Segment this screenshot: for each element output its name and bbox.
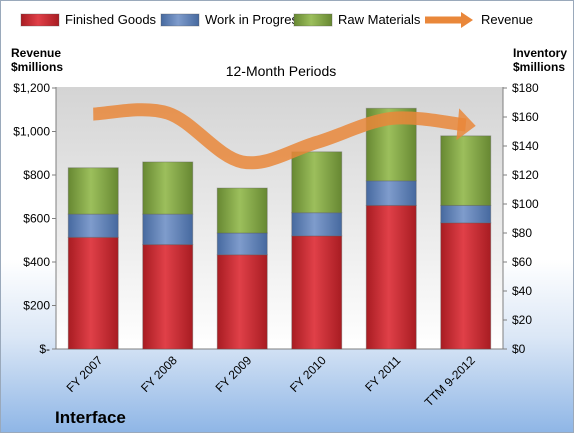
revenue-line [92, 103, 467, 170]
bar-segment [142, 213, 194, 246]
left-tick-label: $1,200 [13, 81, 50, 95]
bar-segment [291, 212, 343, 237]
plot-area [56, 87, 503, 349]
right-tick-label: $100 [512, 197, 539, 211]
bar-segment [365, 180, 417, 206]
legend-swatch [293, 13, 333, 27]
right-tick-label: $20 [512, 313, 532, 327]
bar-segment [291, 235, 343, 350]
bar-segment [216, 232, 268, 256]
x-tick-label: FY 2007 [64, 353, 106, 395]
company-name: Interface [55, 408, 126, 427]
left-axis-ticks: $- $200 $400 $600 $800 $1,000 $1,200 [13, 81, 56, 356]
chart-title: 12-Month Periods [226, 63, 337, 79]
revenue-arrowhead [456, 108, 476, 141]
bar-segment [67, 236, 119, 350]
bar-segment [67, 213, 119, 238]
left-axis-title-line1: Revenue [11, 46, 61, 60]
left-tick-label: $400 [23, 255, 50, 269]
right-tick-label: $80 [512, 226, 532, 240]
bar-segment [142, 161, 194, 215]
bars-group [67, 107, 492, 350]
left-tick-label: $200 [23, 299, 50, 313]
bar-segment [440, 204, 492, 224]
right-tick-label: $60 [512, 255, 532, 269]
right-tick-label: $40 [512, 284, 532, 298]
bar-segment [67, 167, 119, 215]
right-tick-label: $0 [512, 342, 526, 356]
bar-segment [440, 135, 492, 206]
x-tick-label: FY 2008 [138, 353, 180, 395]
x-axis-labels: FY 2007 FY 2008 FY 2009 FY 2010 FY 2011 TTM 9… [64, 353, 479, 409]
bar-segment [142, 244, 194, 350]
legend-swatch [20, 13, 60, 27]
bar-segment [216, 254, 268, 350]
bar-segment [365, 204, 417, 350]
right-tick-label: $180 [512, 81, 539, 95]
x-tick-label: FY 2011 [362, 353, 403, 394]
right-tick-label: $160 [512, 110, 539, 124]
legend-label: Raw Materials [338, 12, 421, 27]
x-tick-label: FY 2010 [287, 353, 329, 395]
bar-segment [291, 151, 343, 214]
left-tick-label: $600 [23, 212, 50, 226]
x-tick-label: TTM 9-2012 [422, 353, 478, 409]
right-tick-label: $120 [512, 168, 539, 182]
revenue-line-group [92, 103, 476, 170]
right-axis-ticks: $0 $20 $40 $60 $80 $100 $120 $140 $160 $180 [503, 81, 539, 356]
x-tick-label: FY 2009 [213, 353, 255, 395]
legend-arrow [461, 12, 473, 28]
left-tick-label: $800 [23, 168, 50, 182]
left-axis-title-line2: $millions [11, 60, 63, 74]
right-tick-label: $140 [512, 139, 539, 153]
left-tick-label: $- [39, 342, 50, 356]
legend-swatch [160, 13, 200, 27]
legend-label: Revenue [481, 12, 533, 27]
bar-segment [216, 187, 268, 234]
right-axis-title-line2: $millions [513, 60, 565, 74]
left-tick-label: $1,000 [13, 125, 50, 139]
legend-label: Work in Progress [205, 12, 305, 27]
bar-segment [440, 222, 492, 350]
legend: Finished Goods Work in Progress Raw Materi… [20, 12, 533, 28]
legend-label: Finished Goods [65, 12, 157, 27]
right-axis-title-line1: Inventory [513, 46, 567, 60]
